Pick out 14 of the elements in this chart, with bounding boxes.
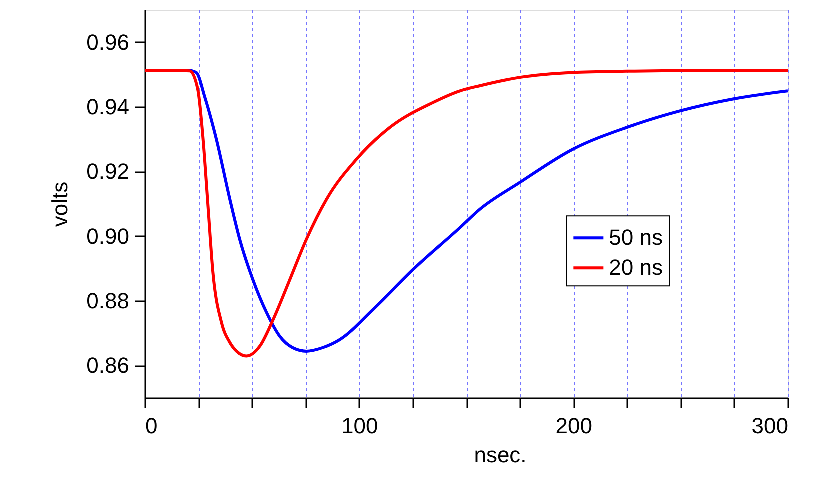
y-tick-label: 0.90 — [86, 224, 130, 249]
x-tick-label: 300 — [752, 414, 788, 438]
x-tick-label: 200 — [556, 414, 593, 438]
x-axis-title: nsec. — [474, 442, 527, 468]
y-tick-label: 0.86 — [86, 353, 130, 378]
y-tick-label: 0.96 — [86, 30, 130, 55]
x-tick-label: 0 — [146, 414, 158, 438]
legend-label: 50 ns — [609, 225, 663, 250]
y-tick-label: 0.92 — [86, 159, 130, 184]
legend-label: 20 ns — [609, 255, 663, 280]
x-tick-label: 100 — [341, 414, 378, 438]
y-tick-label: 0.88 — [86, 288, 130, 314]
y-tick-label: 0.94 — [86, 94, 130, 120]
y-axis-title: volts — [48, 182, 73, 228]
